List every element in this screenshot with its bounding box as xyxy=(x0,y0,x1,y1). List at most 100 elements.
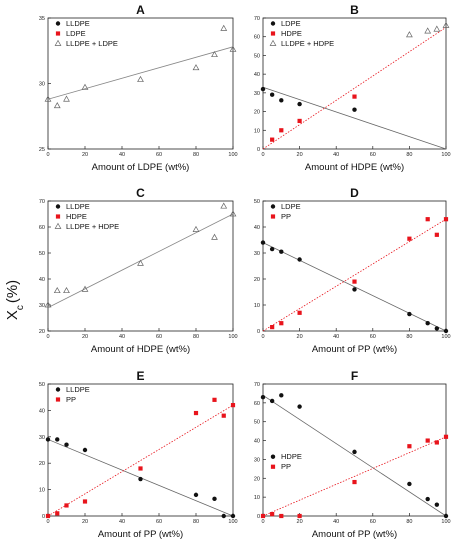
legend-label: LLDPE xyxy=(66,385,90,394)
legend-marker xyxy=(54,222,62,229)
y-tick-label: 50 xyxy=(39,251,45,257)
x-tick-label: 40 xyxy=(119,152,125,158)
legend-marker xyxy=(270,31,276,36)
data-point xyxy=(270,137,275,142)
legend-label: PP xyxy=(281,212,291,221)
y-tick-label: 20 xyxy=(254,277,260,283)
chart-panel-d: D 0 20 40 60 80 100 0 10 20 30 40 50 Amount of PP (wt… xyxy=(254,186,451,355)
data-point xyxy=(55,437,60,442)
y-tick-label: 40 xyxy=(254,439,260,445)
data-point xyxy=(424,27,432,34)
data-point xyxy=(297,310,302,315)
y-tick-label: 30 xyxy=(39,82,45,88)
x-tick-label: 100 xyxy=(228,334,237,340)
legend-label: LDPE xyxy=(66,29,86,38)
x-tick-label: 80 xyxy=(406,152,412,158)
y-tick-label: 30 xyxy=(254,91,260,97)
data-point xyxy=(260,395,266,400)
y-tick-label: 30 xyxy=(254,251,260,257)
data-point xyxy=(297,513,302,519)
data-point xyxy=(434,232,439,237)
y-tick-label: 0 xyxy=(257,147,260,153)
legend-label: PP xyxy=(66,395,76,404)
y-label-unit: (%) xyxy=(4,280,21,303)
data-point xyxy=(82,447,88,453)
legend-label: LLDPE + LDPE xyxy=(66,39,118,48)
data-point xyxy=(220,24,228,31)
legend-marker xyxy=(270,21,276,26)
data-point xyxy=(443,217,449,222)
x-tick-label: 60 xyxy=(156,334,162,340)
legend-marker xyxy=(270,464,276,469)
data-point xyxy=(63,95,70,102)
data-point xyxy=(279,321,284,326)
x-tick-label: 100 xyxy=(441,519,450,525)
x-tick-label: 60 xyxy=(370,334,376,340)
legend-marker xyxy=(270,214,276,219)
x-tick-label: 20 xyxy=(82,519,88,525)
legend-marker xyxy=(55,204,61,209)
x-tick-label: 20 xyxy=(82,152,88,158)
y-tick-label: 50 xyxy=(254,53,260,59)
x-tick-label: 40 xyxy=(119,519,125,525)
y-label-symbol: X xyxy=(4,310,21,320)
x-axis-label: Amount of PP (wt%) xyxy=(98,529,183,540)
y-tick-label: 0 xyxy=(257,329,260,335)
x-tick-label: 100 xyxy=(228,152,237,158)
data-point xyxy=(260,240,266,245)
x-tick-label: 0 xyxy=(46,519,49,525)
legend-marker xyxy=(270,454,276,459)
legend-label: LLDPE xyxy=(66,19,90,28)
fit-line xyxy=(262,86,447,150)
x-tick-label: 100 xyxy=(441,334,450,340)
y-tick-label: 10 xyxy=(254,303,260,309)
x-tick-label: 40 xyxy=(119,334,125,340)
data-point xyxy=(138,476,143,482)
x-tick-label: 60 xyxy=(370,152,376,158)
x-tick-label: 20 xyxy=(297,334,303,340)
legend-marker xyxy=(55,397,61,402)
chart-panel-e: E 0 20 40 60 80 100 0 10 20 30 40 50 Amount of PP (wt… xyxy=(39,369,238,540)
data-point xyxy=(64,442,69,447)
data-point xyxy=(221,413,226,418)
x-axis-label: Amount of HDPE (wt%) xyxy=(91,344,190,355)
x-tick-label: 0 xyxy=(46,334,49,340)
data-point xyxy=(425,321,430,326)
data-point xyxy=(230,403,236,408)
chart-title: A xyxy=(136,3,145,17)
data-point xyxy=(433,25,441,32)
data-point xyxy=(352,479,357,485)
data-point xyxy=(443,328,449,334)
data-point xyxy=(260,513,266,519)
data-point xyxy=(82,499,88,504)
data-point xyxy=(425,217,430,222)
x-tick-label: 20 xyxy=(82,334,88,340)
legend-label: LLDPE + HDPE xyxy=(66,222,119,231)
data-point xyxy=(138,466,143,471)
y-tick-label: 70 xyxy=(254,382,260,388)
data-point xyxy=(279,98,284,103)
legend-label: HDPE xyxy=(281,29,302,38)
y-tick-label: 10 xyxy=(254,495,260,501)
y-tick-label: 70 xyxy=(254,16,260,22)
data-point xyxy=(192,225,200,232)
x-tick-label: 0 xyxy=(261,519,264,525)
legend-label: LDPE xyxy=(281,19,301,28)
chart-title: E xyxy=(136,369,144,383)
x-tick-label: 80 xyxy=(193,519,199,525)
x-tick-label: 40 xyxy=(333,334,339,340)
y-tick-label: 40 xyxy=(39,277,45,283)
y-tick-label: 10 xyxy=(39,488,45,494)
y-tick-label: 20 xyxy=(254,110,260,116)
data-point xyxy=(352,279,357,284)
y-tick-label: 20 xyxy=(39,461,45,467)
data-point xyxy=(192,64,200,71)
data-point xyxy=(137,75,144,82)
data-point xyxy=(269,398,275,404)
plot-frame xyxy=(262,17,447,150)
x-tick-label: 80 xyxy=(406,334,412,340)
x-tick-label: 80 xyxy=(406,519,412,525)
data-point xyxy=(229,210,237,217)
